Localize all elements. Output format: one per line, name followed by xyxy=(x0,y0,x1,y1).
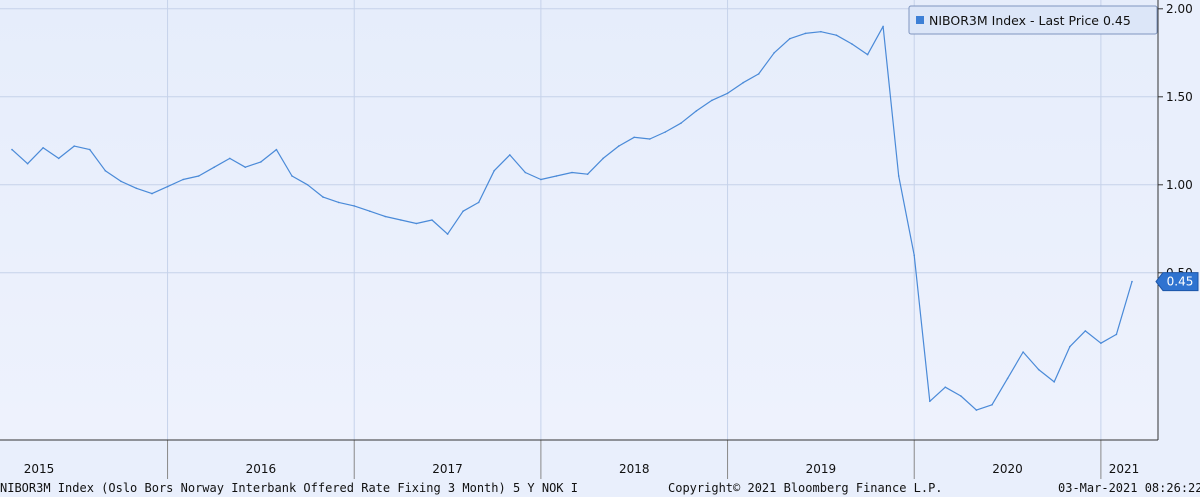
gridlines xyxy=(0,0,1158,440)
data-point xyxy=(1131,280,1133,283)
data-point xyxy=(400,219,402,221)
data-point xyxy=(369,210,371,212)
data-point xyxy=(1053,381,1055,383)
data-point xyxy=(42,147,44,149)
data-point xyxy=(975,409,978,411)
chart-svg: 0.501.001.502.00201520162017201820192020… xyxy=(0,0,1199,479)
data-point xyxy=(275,148,278,151)
last-price-badge-shape xyxy=(1155,272,1199,292)
data-point xyxy=(882,25,884,28)
data-point xyxy=(1006,377,1009,380)
data-point xyxy=(929,400,931,403)
data-point xyxy=(571,171,573,174)
data-point xyxy=(213,166,215,168)
data-point xyxy=(866,53,869,56)
data-point xyxy=(695,110,698,112)
footer-copyright: Copyright© 2021 Bloomberg Finance L.P. xyxy=(668,481,943,495)
data-point xyxy=(104,169,107,172)
x-tick-label: 2019 xyxy=(806,462,837,476)
data-point xyxy=(1115,333,1118,336)
plot-area xyxy=(0,0,1158,440)
last-price-badge: 0.45 xyxy=(1155,272,1199,292)
data-point xyxy=(197,175,200,177)
data-point xyxy=(135,187,138,190)
data-point xyxy=(120,180,122,183)
data-point xyxy=(524,171,527,174)
x-tick-label: 2018 xyxy=(619,462,650,476)
footer-bar: NIBOR3M Index (Oslo Bors Norway Interban… xyxy=(0,479,1200,497)
data-point xyxy=(493,169,496,172)
data-point xyxy=(151,192,153,195)
data-point xyxy=(897,175,900,177)
data-point xyxy=(757,73,760,75)
y-tick-label: 2.00 xyxy=(1166,2,1193,16)
data-point xyxy=(260,161,262,163)
data-point xyxy=(477,201,480,204)
data-point xyxy=(415,222,418,225)
data-point xyxy=(11,148,13,151)
data-point xyxy=(835,34,838,36)
data-point xyxy=(57,157,60,160)
data-point xyxy=(991,404,993,406)
data-point xyxy=(555,175,558,177)
data-point xyxy=(384,215,387,218)
series-layer xyxy=(11,25,1133,411)
data-point xyxy=(617,145,620,147)
data-point xyxy=(306,184,309,186)
data-point xyxy=(680,122,682,124)
y-tick-label: 1.50 xyxy=(1166,90,1193,104)
data-point xyxy=(26,162,29,165)
data-point xyxy=(1084,330,1087,332)
data-point xyxy=(1069,345,1071,348)
data-point xyxy=(73,145,75,147)
data-point xyxy=(804,32,807,35)
data-point xyxy=(337,201,340,204)
data-point xyxy=(789,37,791,40)
data-point xyxy=(166,185,169,188)
data-point xyxy=(711,99,713,102)
data-point xyxy=(446,233,449,235)
data-point xyxy=(89,148,91,151)
data-point xyxy=(540,178,542,181)
data-point xyxy=(742,81,744,84)
y-tick-label: 1.00 xyxy=(1166,178,1193,192)
data-point xyxy=(820,30,822,33)
data-point xyxy=(726,92,729,95)
data-point xyxy=(960,395,962,397)
data-point xyxy=(633,136,635,139)
x-tick-label: 2021 xyxy=(1109,462,1140,476)
legend-box xyxy=(908,5,1158,35)
data-point xyxy=(182,178,184,181)
data-point xyxy=(1037,368,1040,371)
data-point xyxy=(291,175,293,177)
legend: NIBOR3M Index - Last Price 0.45 xyxy=(908,5,1158,35)
data-point xyxy=(1100,342,1102,345)
data-point xyxy=(462,210,464,212)
last-price-badge-label: 0.45 xyxy=(1167,275,1194,289)
data-point xyxy=(773,52,775,54)
data-point xyxy=(431,219,433,221)
data-point xyxy=(944,386,947,389)
data-point xyxy=(244,166,247,168)
x-tick-label: 2015 xyxy=(24,462,55,476)
data-point xyxy=(851,43,853,45)
data-point xyxy=(649,138,651,140)
data-point xyxy=(664,131,667,133)
data-point xyxy=(602,157,604,160)
legend-label: NIBOR3M Index - Last Price 0.45 xyxy=(929,13,1131,28)
x-tick-label: 2017 xyxy=(432,462,463,476)
footer-timestamp: 03-Mar-2021 08:26:22 xyxy=(1058,481,1200,495)
data-point xyxy=(353,205,356,207)
data-point xyxy=(1022,351,1024,353)
footer-description: NIBOR3M Index (Oslo Bors Norway Interban… xyxy=(0,481,578,495)
data-point xyxy=(322,196,324,198)
x-tick-label: 2020 xyxy=(992,462,1023,476)
data-point xyxy=(229,157,231,160)
x-tick-label: 2016 xyxy=(246,462,277,476)
legend-swatch xyxy=(916,16,924,24)
data-point xyxy=(509,154,511,156)
data-point xyxy=(586,173,589,175)
data-point xyxy=(913,254,915,256)
